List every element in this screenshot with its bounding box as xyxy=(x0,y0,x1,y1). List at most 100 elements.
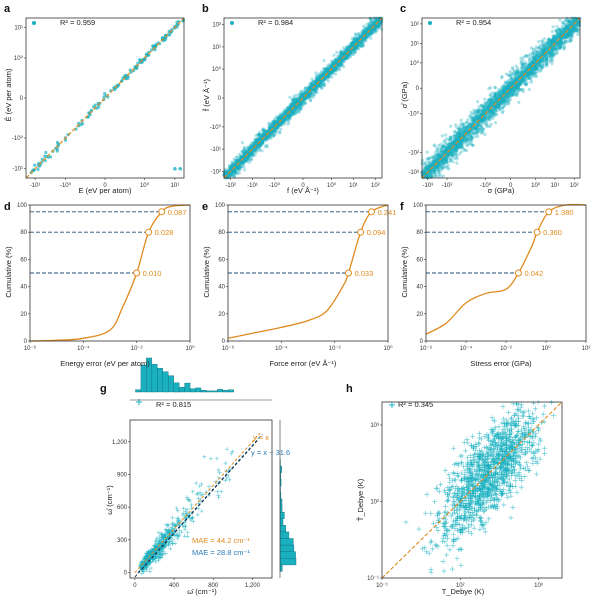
panel-b-point xyxy=(352,43,356,47)
panel-c-point xyxy=(472,108,476,112)
panel-b-point xyxy=(378,21,382,25)
panel-b-point xyxy=(327,68,331,72)
panel-b-point xyxy=(357,36,361,41)
panel-b-point xyxy=(336,66,340,71)
panel-a-ytick-label: 10¹ xyxy=(14,25,23,31)
panel-b-ytick-label: 0 xyxy=(218,96,222,102)
panel-b-point xyxy=(339,50,343,54)
panel-b-point xyxy=(224,170,228,174)
panel-b-point xyxy=(304,86,308,90)
panel-b-point xyxy=(250,144,254,148)
panel-b-point xyxy=(276,124,280,128)
panel-b-point xyxy=(281,111,285,115)
panel-d-letter: d xyxy=(4,201,11,213)
panel-b-point xyxy=(294,106,298,110)
panel-b-point xyxy=(244,160,248,164)
panel-b-point xyxy=(337,63,341,67)
panel-b-point xyxy=(332,53,336,57)
panel-c-point xyxy=(550,62,554,66)
panel-b-point xyxy=(342,59,346,63)
panel-a-ytick-label: 0 xyxy=(20,96,24,102)
panel-c-point xyxy=(539,69,543,73)
panel-b-point xyxy=(352,52,356,57)
panel-b-point xyxy=(245,150,250,154)
panel-a-point xyxy=(80,122,85,126)
panel-a-letter: a xyxy=(4,3,11,15)
panel-b-point xyxy=(233,162,237,166)
panel-a-ytick-label: -10¹ xyxy=(12,167,23,173)
panel-b-xtick-label: 10⁰ xyxy=(327,182,337,189)
panel-a-point xyxy=(97,105,101,109)
panel-b-point xyxy=(273,119,278,123)
panel-b-point xyxy=(284,111,288,115)
panel-b-point xyxy=(322,71,326,75)
panel-b-point xyxy=(363,35,368,39)
panel-b-point xyxy=(300,103,304,107)
panel-b-point xyxy=(251,150,255,154)
panel-g-letter: g xyxy=(100,383,107,395)
panel-b-ytick-label: -10² xyxy=(210,169,221,175)
panel-b-point xyxy=(256,133,261,137)
panel-b-point xyxy=(357,37,361,41)
panel-b-point xyxy=(247,152,251,156)
panel-a-xtick-label: -10⁰ xyxy=(60,182,72,189)
panel-b-point xyxy=(223,169,227,173)
panel-b-point xyxy=(302,96,306,100)
panel-b-point xyxy=(342,46,346,50)
panel-b-point xyxy=(328,64,332,68)
panel-b-point xyxy=(250,154,254,158)
panel-b-point xyxy=(292,102,297,106)
panel-a-xtick-label: 10⁰ xyxy=(140,182,150,189)
panel-b-point xyxy=(233,170,237,174)
panel-b-point xyxy=(229,165,234,169)
panel-b-point xyxy=(376,18,381,22)
panel-b-point xyxy=(361,44,365,48)
panel-b-point xyxy=(361,41,365,45)
panel-a-point xyxy=(33,163,37,167)
panel-b-point xyxy=(270,130,274,134)
panel-b-ytick-label: 10¹ xyxy=(212,45,221,51)
panel-a-point xyxy=(128,68,132,72)
panel-b-point xyxy=(259,135,264,139)
panel-b-point xyxy=(358,34,362,38)
panel-b-ytick-label: -10¹ xyxy=(210,147,221,153)
panel-c-point xyxy=(466,118,470,122)
panel-b-point xyxy=(303,97,307,101)
panel-b-point xyxy=(376,25,380,29)
panel-b-point xyxy=(327,69,331,73)
panel-b-point xyxy=(342,51,347,56)
panel-b-point xyxy=(269,132,273,136)
panel-b-legend-marker xyxy=(230,21,234,25)
panel-b-point xyxy=(330,70,334,74)
panel-b-point xyxy=(293,103,297,107)
panel-b-point xyxy=(359,35,363,39)
panel-b-point xyxy=(293,112,297,116)
panel-b-point xyxy=(280,114,284,118)
panel-b-point xyxy=(306,92,310,97)
panel-b-point xyxy=(252,149,256,153)
panel-c-point xyxy=(453,130,457,134)
panel-c-point xyxy=(550,29,555,33)
panel-b-xtick-label: -10⁰ xyxy=(269,182,281,189)
panel-b-point xyxy=(314,75,318,79)
panel-b-point xyxy=(333,58,338,62)
panel-b-point xyxy=(315,76,319,80)
panel-b-ytick-label: -10⁰ xyxy=(210,124,222,131)
panel-b-point xyxy=(298,95,302,100)
panel-b-point xyxy=(360,37,365,41)
panel-a-xtick-label: 10¹ xyxy=(171,183,180,189)
panel-b-point xyxy=(271,134,276,138)
panel-b-point xyxy=(243,147,247,152)
panel-b-letter: b xyxy=(202,3,209,15)
panel-a-legend-marker xyxy=(32,21,36,25)
panel-b-point xyxy=(294,97,298,102)
panel-b-point xyxy=(288,113,292,117)
panel-b-point xyxy=(274,126,278,130)
panel-b-point xyxy=(261,141,265,145)
panel-a-xtick-label: -10¹ xyxy=(30,183,41,189)
panel-b-point xyxy=(308,98,312,102)
panel-b-point xyxy=(293,103,297,107)
panel-b-point xyxy=(333,72,338,76)
panel-b-point xyxy=(303,102,307,106)
panel-b-point xyxy=(351,44,355,48)
